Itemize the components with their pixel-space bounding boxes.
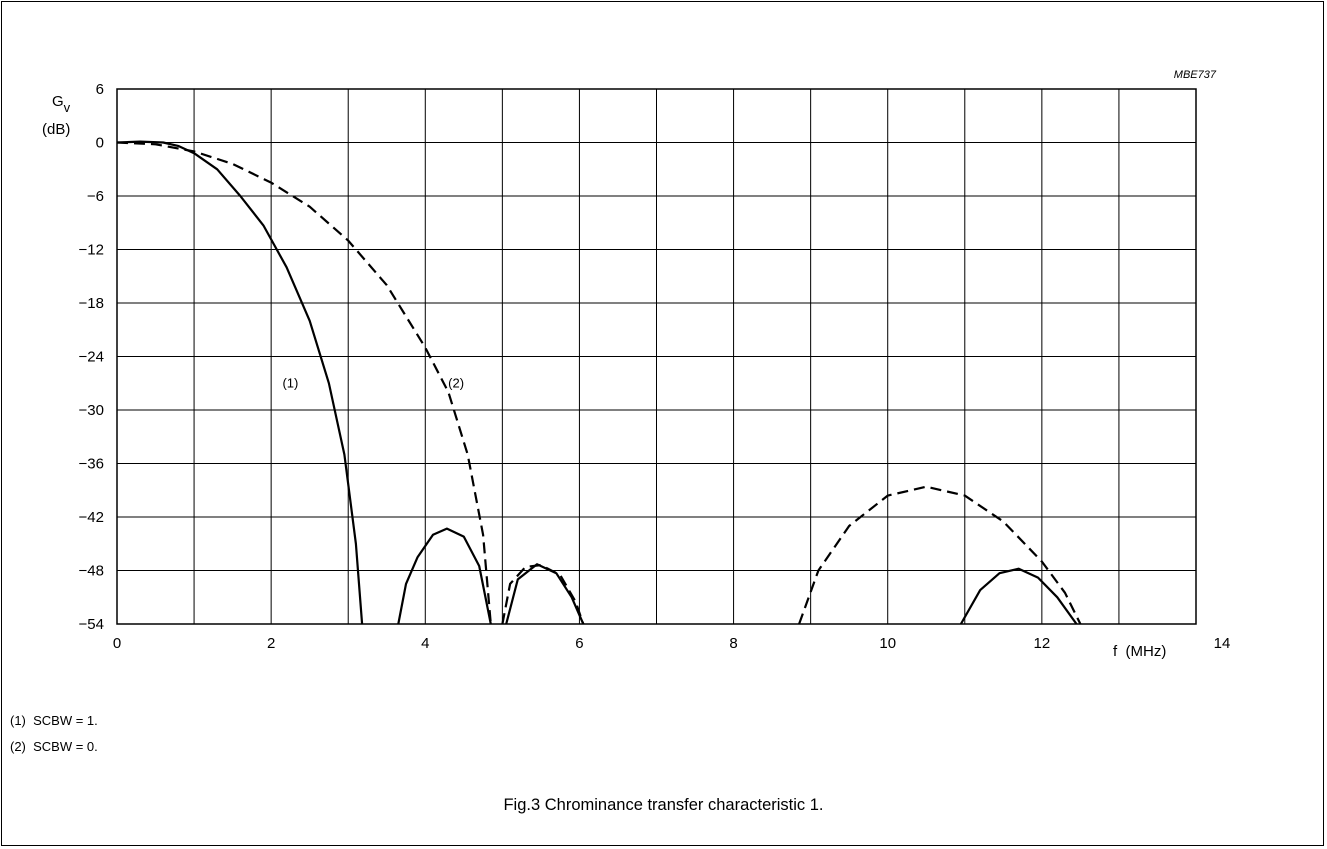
series-1-line — [397, 527, 492, 625]
x-tick-label: 2 — [267, 635, 275, 652]
tick-labels: 0 2 4 6 8 10 12 14 6 0 −6 −12 −18 −24 −30 −36 −42 −48 −54 — [79, 81, 1231, 652]
figure-id: MBE737 — [1174, 69, 1217, 81]
annotations: (1) (2) — [282, 376, 464, 391]
note-1: (1) SCBW = 1. — [10, 713, 98, 728]
y-tick-label: −42 — [79, 509, 104, 526]
x-tick-label: 8 — [729, 635, 737, 652]
series-2-line — [116, 141, 492, 625]
y-tick-label: −30 — [79, 402, 104, 419]
series-2-line — [501, 564, 585, 625]
series-lines — [116, 140, 1082, 625]
x-tick-label: 6 — [575, 635, 583, 652]
curve-label-2: (2) — [448, 376, 464, 391]
plot-border — [116, 88, 1197, 625]
y-tick-label: −6 — [87, 188, 104, 205]
grid — [116, 88, 1197, 625]
y-tick-label: −12 — [79, 242, 104, 259]
x-tick-label: 14 — [1214, 635, 1231, 652]
y-axis-label: Gv — [52, 93, 71, 115]
y-tick-label: 0 — [96, 135, 104, 152]
y-tick-label: 6 — [96, 81, 104, 98]
series-2-line — [798, 485, 1082, 625]
y-tick-label: −54 — [79, 616, 104, 633]
x-tick-label: 0 — [113, 635, 121, 652]
y-tick-label: −36 — [79, 456, 104, 473]
x-tick-label: 10 — [879, 635, 896, 652]
series-1-line — [116, 140, 364, 625]
x-tick-label: 12 — [1034, 635, 1051, 652]
y-tick-label: −24 — [79, 349, 104, 366]
series-1-line — [959, 567, 1078, 625]
legend-notes: (1) SCBW = 1. (2) SCBW = 0. — [10, 708, 98, 760]
figure-caption: Fig.3 Chrominance transfer characteristi… — [503, 796, 824, 814]
curve-label-1: (1) — [282, 376, 298, 391]
note-2: (2) SCBW = 0. — [10, 739, 98, 754]
x-axis-label: f (MHz) — [1113, 643, 1166, 660]
y-axis-unit: (dB) — [42, 121, 70, 138]
x-tick-label: 4 — [421, 635, 429, 652]
y-tick-label: −48 — [79, 563, 104, 580]
y-tick-label: −18 — [79, 295, 104, 312]
